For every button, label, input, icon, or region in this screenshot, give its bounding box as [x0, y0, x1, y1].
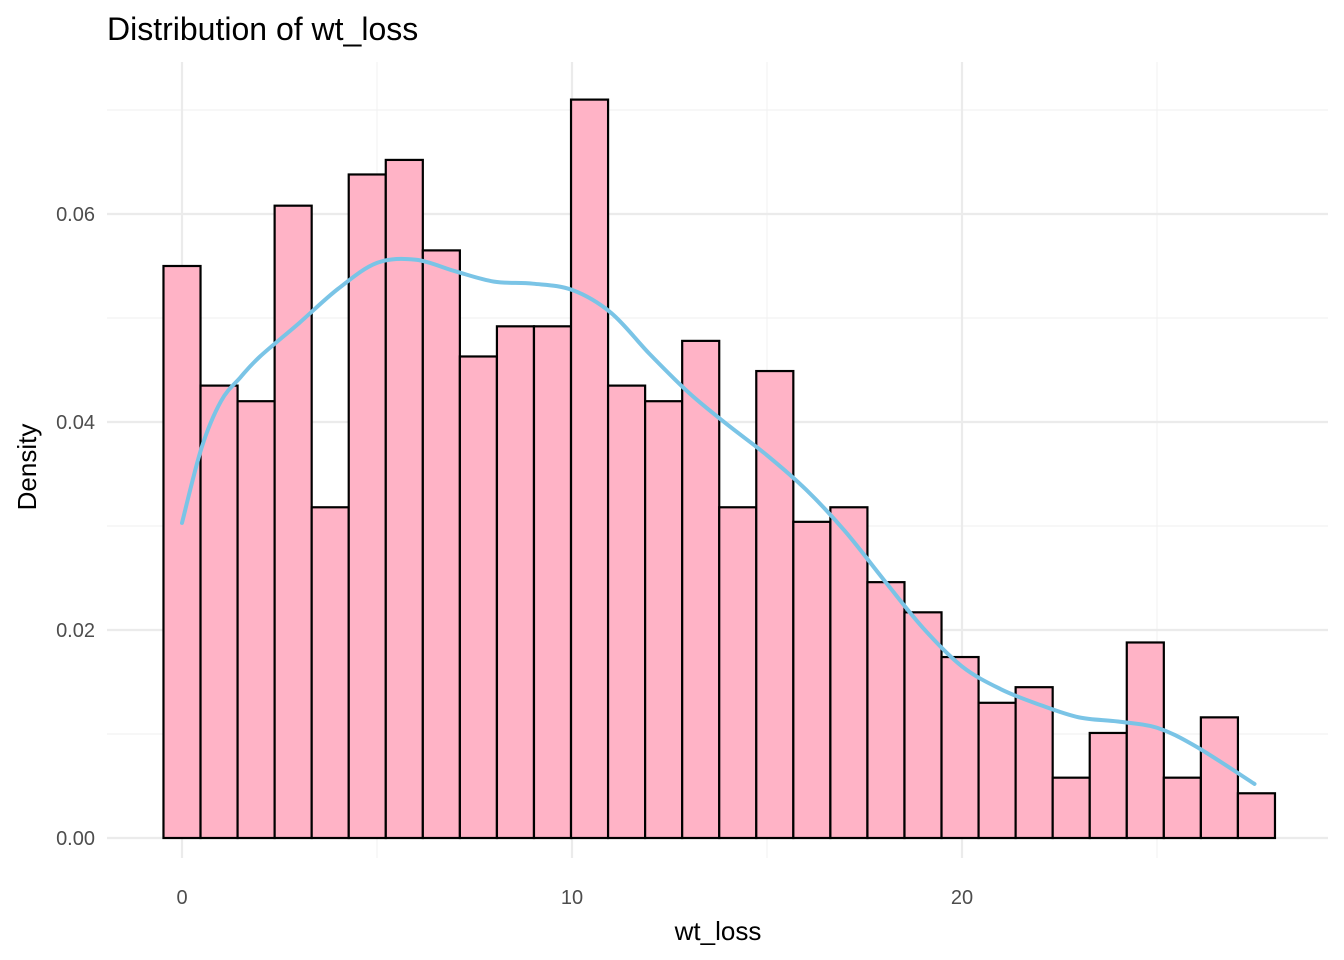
y-tick-label: 0.00: [56, 828, 95, 850]
histogram-bar: [1236, 792, 1277, 840]
histogram-bar: [977, 701, 1017, 840]
histogram-bar: [1014, 686, 1054, 840]
x-tick-label: 10: [561, 887, 583, 909]
histogram-bar: [495, 325, 536, 840]
histogram-bar: [310, 506, 350, 840]
histogram-bar: [1051, 776, 1091, 840]
histogram-bar: [866, 581, 906, 840]
y-tick-label: 0.06: [56, 204, 95, 226]
bars-layer: [162, 98, 1277, 840]
histogram-bar: [940, 655, 980, 840]
histogram-bar: [755, 369, 795, 840]
histogram-bar: [236, 400, 276, 840]
y-tick-label: 0.02: [56, 620, 95, 642]
histogram-bar: [606, 384, 647, 840]
histogram-bar: [162, 264, 202, 840]
histogram-bar: [829, 506, 869, 840]
density-curve: [180, 256, 1257, 786]
histogram-bar: [1199, 716, 1240, 840]
x-tick-label: 0: [176, 887, 187, 909]
y-axis-title: Density: [12, 424, 42, 511]
histogram-bar: [569, 98, 610, 840]
histogram-bar: [199, 384, 239, 840]
histogram-bar: [903, 611, 943, 840]
histogram-bar: [421, 249, 461, 840]
histogram-bar: [532, 325, 573, 840]
histogram-bar: [273, 204, 313, 840]
histogram-bar: [792, 520, 832, 840]
histogram-bar: [718, 506, 758, 840]
y-tick-label: 0.04: [56, 412, 95, 434]
x-tick-label: 20: [951, 887, 973, 909]
chart-title: Distribution of wt_loss: [107, 11, 418, 47]
histogram-bar: [458, 355, 499, 840]
histogram-bar: [1088, 731, 1128, 840]
histogram-bar: [1125, 641, 1165, 840]
histogram-bar: [1162, 776, 1202, 840]
x-axis-title: wt_loss: [674, 916, 762, 946]
x-axis-ticks: 0 10 20: [176, 887, 973, 909]
histogram-bar: [644, 400, 684, 840]
density-curve-layer: [180, 256, 1257, 786]
y-axis-ticks: 0.00 0.02 0.04 0.06: [56, 204, 95, 850]
